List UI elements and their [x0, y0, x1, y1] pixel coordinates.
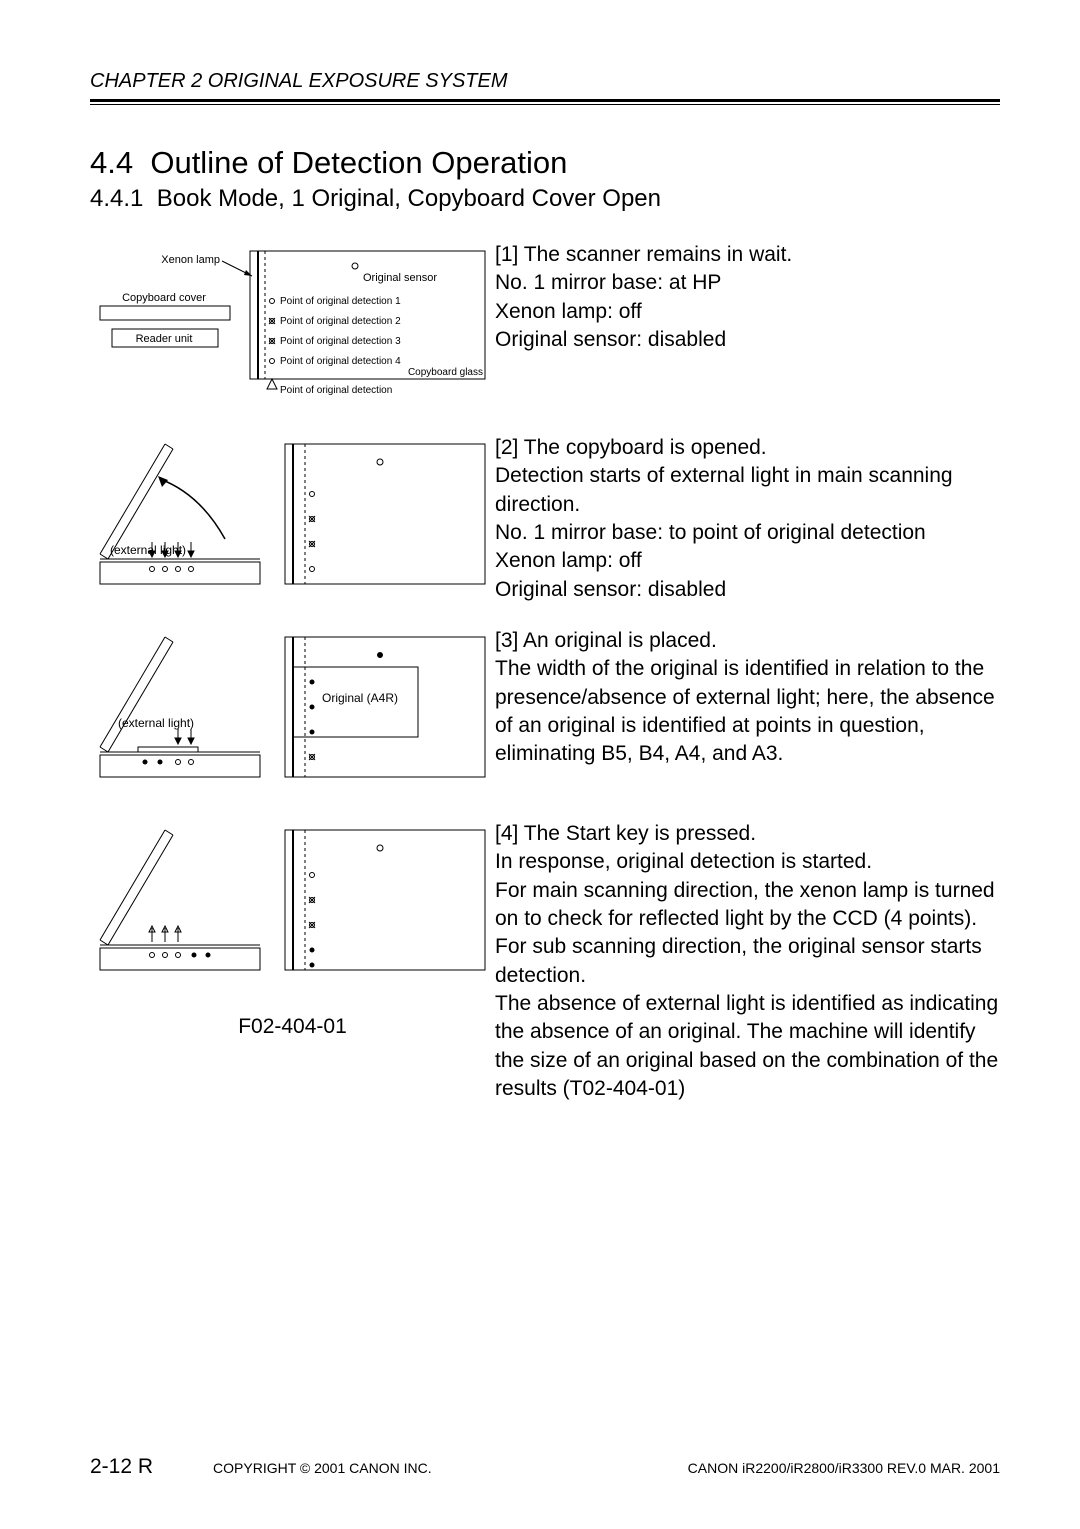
subsection-number: 4.4.1: [90, 185, 143, 212]
rule-thick: [90, 99, 1000, 102]
xenon-lamp-label: Xenon lamp: [161, 254, 220, 266]
copyboard-cover-label: Copyboard cover: [122, 292, 206, 304]
model-info: CANON iR2200/iR2800/iR3300 REV.0 MAR. 20…: [688, 1460, 1000, 1476]
footer: 2-12 R COPYRIGHT © 2001 CANON INC. CANON…: [90, 1455, 1000, 1479]
original-sensor-label: Original sensor: [363, 272, 437, 284]
copyboard-glass-label: Copyboard glass: [408, 367, 483, 378]
external-light-label-3: (external light): [118, 716, 194, 730]
row-4: F02-404-01 [4] The Start key is pressed.…: [90, 820, 1000, 1103]
page: CHAPTER 2 ORIGINAL EXPOSURE SYSTEM 4.4 O…: [0, 0, 1080, 1529]
pod3-label: Point of original detection 3: [280, 336, 401, 347]
section-number: 4.4: [90, 145, 133, 180]
row-2: (external light) [2] The copyboard is op…: [90, 434, 1000, 609]
step-4-text: [4] The Start key is pressed. In respons…: [495, 820, 1000, 1103]
section-title: 4.4 Outline of Detection Operation: [90, 145, 1000, 181]
diagram-1: Reader unit Copyboard cover Xenon lamp O…: [90, 241, 495, 416]
reader-unit-label: Reader unit: [136, 333, 193, 345]
row-3: (external light) Original (A4R) [3] An o…: [90, 627, 1000, 802]
subsection-title: 4.4.1 Book Mode, 1 Original, Copyboard C…: [90, 185, 1000, 213]
pod-label: Point of original detection: [280, 385, 392, 396]
chapter-header: CHAPTER 2 ORIGINAL EXPOSURE SYSTEM: [90, 70, 1000, 93]
diagram-3: (external light) Original (A4R): [90, 627, 495, 802]
step-1-text: [1] The scanner remains in wait. No. 1 m…: [495, 241, 1000, 354]
pod1-label: Point of original detection 1: [280, 296, 401, 307]
diagram-4: F02-404-01: [90, 820, 495, 1039]
original-a4r-label: Original (A4R): [322, 691, 398, 705]
section-name: Outline of Detection Operation: [150, 145, 567, 180]
pod4-label: Point of original detection 4: [280, 356, 401, 367]
step-2-text: [2] The copyboard is opened. Detection s…: [495, 434, 1000, 604]
diagram-2: (external light): [90, 434, 495, 609]
page-number: 2-12 R: [90, 1455, 153, 1479]
row-1: Reader unit Copyboard cover Xenon lamp O…: [90, 241, 1000, 416]
subsection-name: Book Mode, 1 Original, Copyboard Cover O…: [157, 185, 661, 212]
pod2-label: Point of original detection 2: [280, 316, 401, 327]
figure-label: F02-404-01: [90, 1015, 495, 1039]
rule-thin: [90, 104, 1000, 105]
copyright: COPYRIGHT © 2001 CANON INC.: [213, 1460, 688, 1476]
external-light-label: (external light): [110, 543, 186, 557]
step-3-text: [3] An original is placed. The width of …: [495, 627, 1000, 769]
